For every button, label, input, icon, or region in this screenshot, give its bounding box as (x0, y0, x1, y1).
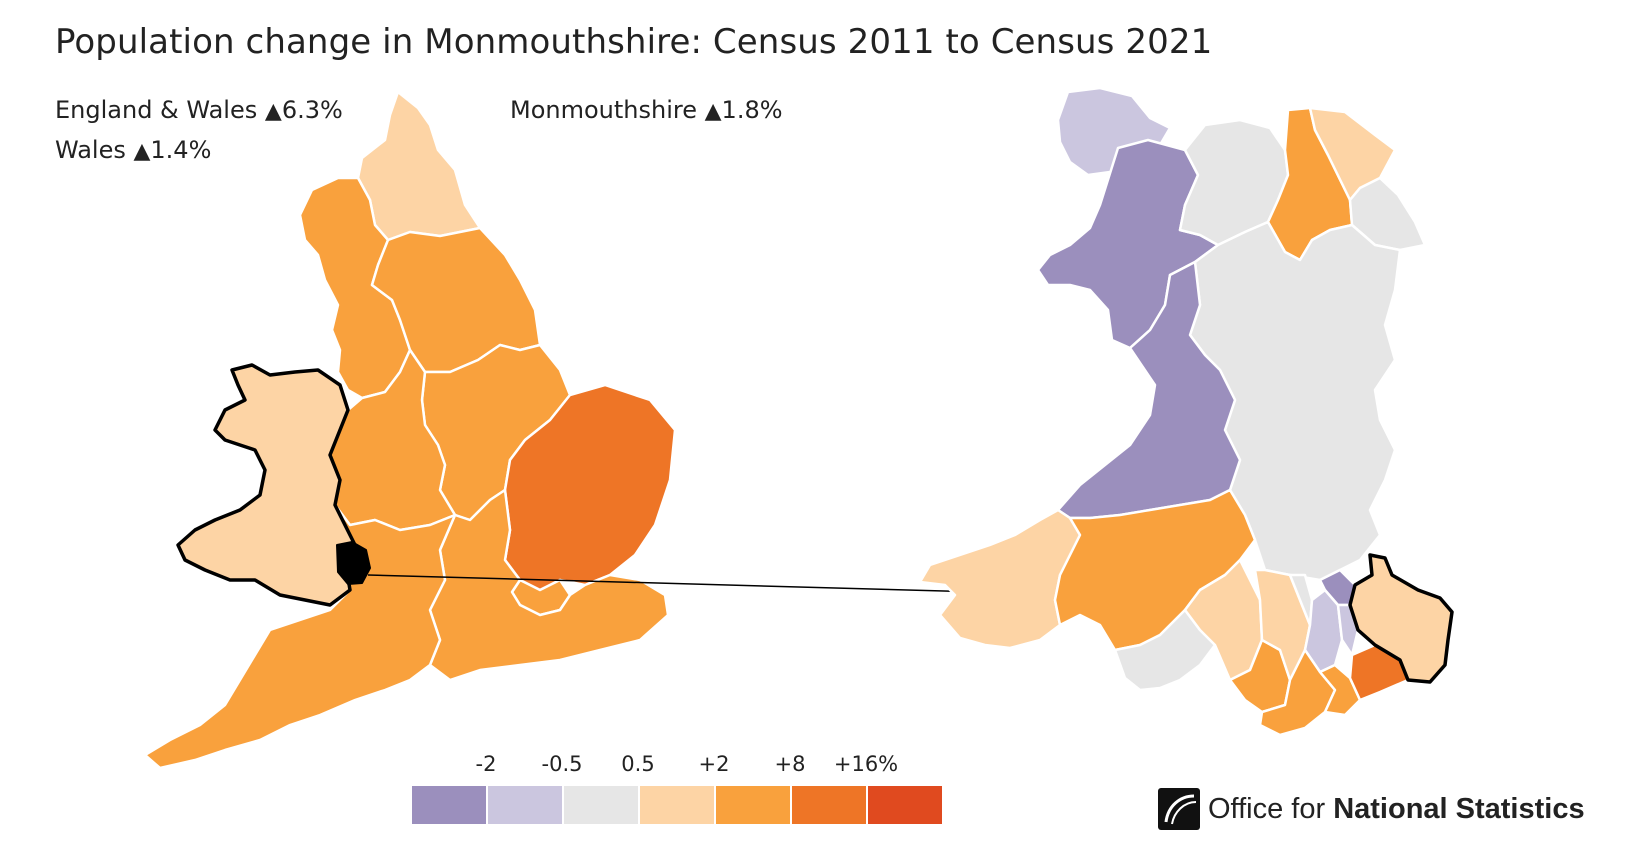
legend-swatch (792, 786, 866, 824)
england-wales-label: England & Wales (55, 96, 258, 124)
region-monmouthshire[interactable] (336, 541, 371, 585)
ons-wordmark: Office for National Statistics (1208, 793, 1585, 826)
legend-swatch (640, 786, 714, 824)
ons-logo-icon (1158, 788, 1200, 830)
ons-branding: Office for National Statistics (1158, 788, 1585, 830)
area-cardiff[interactable] (1318, 663, 1362, 717)
up-arrow-icon: ▲ (704, 99, 722, 124)
wales-detail-map (918, 86, 1454, 737)
legend-swatch (488, 786, 562, 824)
region-wales[interactable] (176, 363, 357, 607)
legend-swatch (868, 786, 942, 824)
legend-swatch (412, 786, 486, 824)
region-south-west[interactable] (143, 503, 457, 770)
legend-label: -2 (475, 752, 497, 776)
monmouthshire-stat: Monmouthshire ▲1.8% (510, 96, 783, 124)
legend-swatch (564, 786, 638, 824)
wales-label: Wales (55, 136, 126, 164)
area-pembrokeshire[interactable] (918, 508, 1082, 650)
wales-value: 1.4% (150, 136, 212, 164)
legend-label: +8 (774, 752, 806, 776)
monmouthshire-label: Monmouthshire (510, 96, 697, 124)
ons-wordmark-bold: National Statistics (1333, 792, 1585, 825)
region-north-east[interactable] (356, 90, 482, 242)
area-swansea[interactable] (1113, 608, 1217, 692)
up-arrow-icon: ▲ (133, 139, 151, 164)
legend-labels: -2 -0.5 0.5 +2 +8 +16% (412, 752, 952, 782)
england-wales-map (143, 90, 677, 770)
area-monmouthshire[interactable] (1348, 553, 1454, 684)
up-arrow-icon: ▲ (264, 99, 282, 124)
area-wrexham[interactable] (1348, 176, 1427, 252)
ons-wordmark-prefix: Office for (1208, 792, 1334, 825)
monmouthshire-value: 1.8% (721, 96, 783, 124)
legend-label: +16% (833, 752, 899, 776)
legend-label: 0.5 (621, 752, 655, 776)
england-wales-stat: England & Wales ▲6.3% (55, 96, 343, 124)
chart-title: Population change in Monmouthshire: Cens… (55, 22, 1213, 62)
legend-swatch (716, 786, 790, 824)
england-wales-value: 6.3% (281, 96, 343, 124)
legend-label: -0.5 (541, 752, 583, 776)
legend-label: +2 (698, 752, 730, 776)
legend-swatches (412, 786, 942, 824)
wales-stat: Wales ▲1.4% (55, 136, 211, 164)
